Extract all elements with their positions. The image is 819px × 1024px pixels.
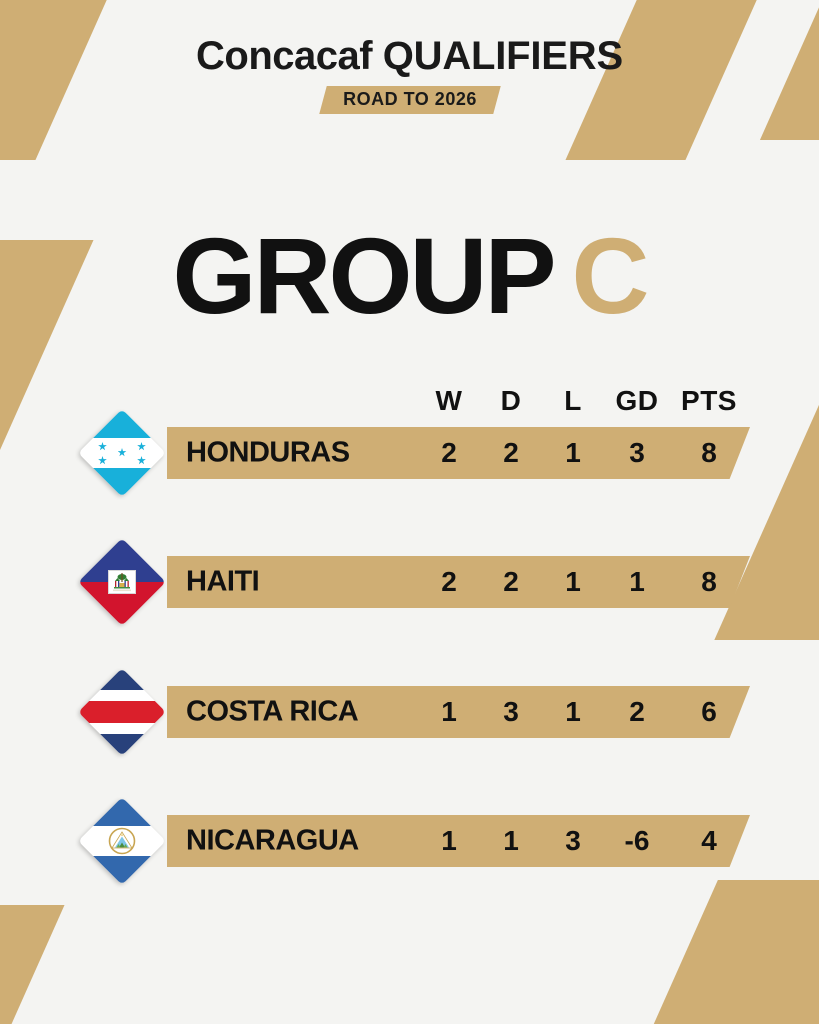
haiti-flag bbox=[78, 538, 166, 626]
column-header-pts: PTS bbox=[681, 385, 737, 416]
team-name: HAITI bbox=[186, 565, 260, 598]
stat-gd: 1 bbox=[629, 566, 645, 597]
stat-w: 2 bbox=[441, 566, 457, 597]
stat-l: 3 bbox=[565, 825, 581, 856]
stat-w: 1 bbox=[441, 696, 457, 727]
stat-pts: 8 bbox=[701, 566, 717, 597]
team-name: HONDURAS bbox=[186, 436, 350, 469]
nicaragua-coat-of-arms-icon bbox=[108, 827, 136, 855]
column-header-d: D bbox=[500, 385, 522, 416]
stat-pts: 6 bbox=[701, 696, 717, 727]
brand-qualifiers: QUALIFIERS bbox=[382, 34, 623, 78]
stat-d: 2 bbox=[503, 437, 519, 468]
stat-l: 1 bbox=[565, 566, 581, 597]
row-bar bbox=[167, 556, 750, 608]
stat-d: 3 bbox=[503, 696, 519, 727]
column-header-gd: GD bbox=[615, 385, 659, 416]
brand-title: Concacaf QUALIFIERS bbox=[0, 34, 819, 79]
column-header-w: W bbox=[435, 385, 463, 416]
stat-l: 1 bbox=[565, 696, 581, 727]
costa-rica-flag bbox=[78, 668, 166, 756]
group-letter: C bbox=[571, 215, 650, 336]
stat-l: 1 bbox=[565, 437, 581, 468]
team-name: NICARAGUA bbox=[186, 824, 359, 857]
group-word: GROUP bbox=[172, 215, 556, 336]
stat-pts: 8 bbox=[701, 437, 717, 468]
table-column-headers: W D L GD PTS bbox=[0, 385, 819, 419]
table-row[interactable]: NICARAGUA 1 1 3 -6 4 bbox=[0, 797, 819, 885]
stat-d: 1 bbox=[503, 825, 519, 856]
row-bar bbox=[167, 427, 750, 479]
table-row[interactable]: COSTA RICA 1 3 1 2 6 bbox=[0, 668, 819, 756]
team-name: COSTA RICA bbox=[186, 695, 359, 728]
stat-w: 1 bbox=[441, 825, 457, 856]
stat-w: 2 bbox=[441, 437, 457, 468]
stat-d: 2 bbox=[503, 566, 519, 597]
page-title: GROUP C bbox=[0, 222, 819, 330]
table-row[interactable]: HAITI 2 2 1 1 8 bbox=[0, 538, 819, 626]
row-bar bbox=[167, 815, 750, 867]
column-header-l: L bbox=[564, 385, 582, 416]
stat-gd: 2 bbox=[629, 696, 645, 727]
honduras-flag bbox=[78, 409, 166, 497]
stat-gd: -6 bbox=[624, 825, 650, 856]
stat-pts: 4 bbox=[701, 825, 717, 856]
haiti-coat-of-arms-icon bbox=[113, 573, 131, 592]
header: Concacaf QUALIFIERS ROAD TO 2026 bbox=[0, 34, 819, 114]
row-bar bbox=[167, 686, 750, 738]
stat-gd: 3 bbox=[629, 437, 645, 468]
brand-name: Concacaf bbox=[196, 34, 373, 78]
table-row[interactable]: HONDURAS 2 2 1 3 8 bbox=[0, 409, 819, 497]
nicaragua-flag bbox=[78, 797, 166, 885]
